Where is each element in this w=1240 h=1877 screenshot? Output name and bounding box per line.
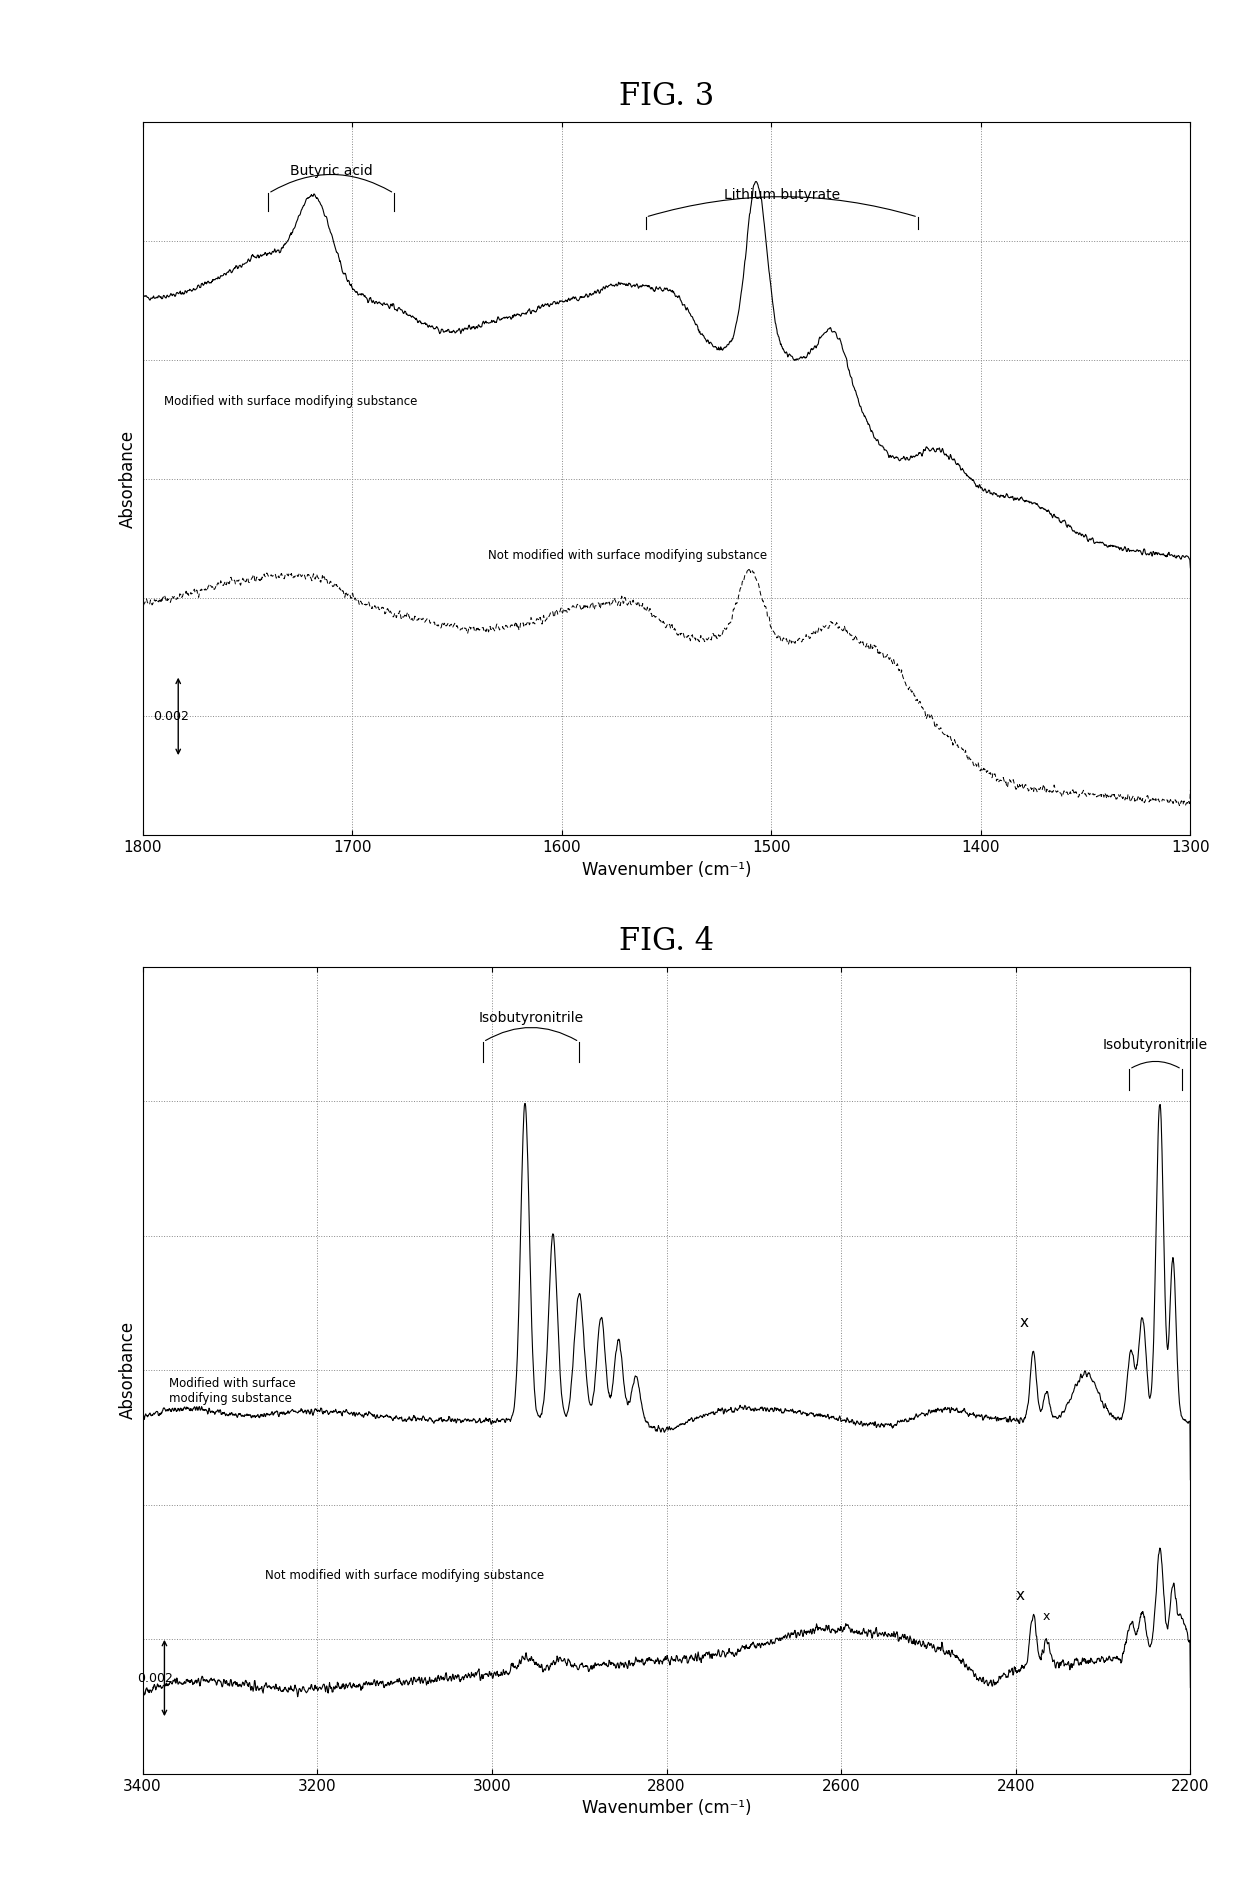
Text: x: x [1043, 1610, 1050, 1624]
Text: Isobutyronitrile: Isobutyronitrile [479, 1012, 584, 1025]
Text: x: x [1016, 1588, 1024, 1603]
Y-axis label: Absorbance: Absorbance [119, 430, 138, 527]
Text: Not modified with surface modifying substance: Not modified with surface modifying subs… [489, 550, 768, 563]
X-axis label: Wavenumber (cm⁻¹): Wavenumber (cm⁻¹) [582, 862, 751, 878]
Title: FIG. 4: FIG. 4 [619, 925, 714, 957]
Text: Butyric acid: Butyric acid [290, 165, 372, 178]
Title: FIG. 3: FIG. 3 [619, 81, 714, 113]
Text: Modified with surface
modifying substance: Modified with surface modifying substanc… [169, 1378, 295, 1406]
Text: 0.002: 0.002 [138, 1672, 174, 1684]
Text: x: x [1021, 1314, 1029, 1329]
X-axis label: Wavenumber (cm⁻¹): Wavenumber (cm⁻¹) [582, 1800, 751, 1817]
Text: 0.002: 0.002 [153, 710, 188, 723]
Text: Modified with surface modifying substance: Modified with surface modifying substanc… [164, 394, 417, 407]
Text: Not modified with surface modifying substance: Not modified with surface modifying subs… [265, 1569, 544, 1582]
Text: Lithium butyrate: Lithium butyrate [724, 188, 839, 203]
Text: Isobutyronitrile: Isobutyronitrile [1102, 1038, 1208, 1053]
Y-axis label: Absorbance: Absorbance [119, 1321, 138, 1419]
